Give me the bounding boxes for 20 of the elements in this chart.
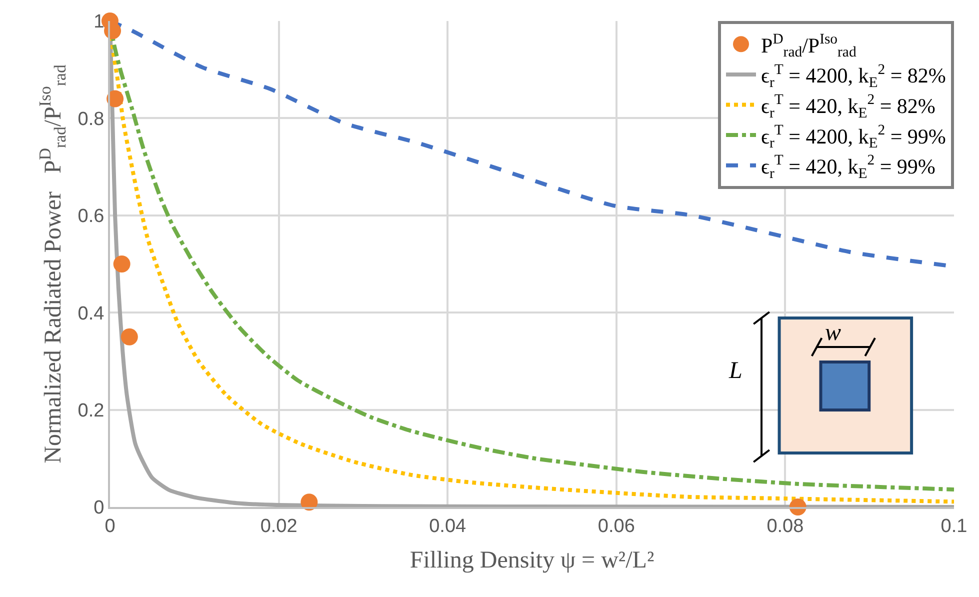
legend-label: ϵ$_{r}$$^{T}$ = 420, k$_{E}$$^{2}$ = 99% [761,152,936,182]
legend-label: ϵ$_{r}$$^{T}$ = 4200, k$_{E}$$^{2}$ = 82% [761,62,946,92]
annotation: w [825,320,842,346]
x-tick-label: 0.06 [598,516,635,537]
point [113,256,130,272]
x-axis-title: Filling Density ψ = w²/L² [410,548,654,574]
y-tick-label: 0 [94,498,104,519]
y-tick-label: 1 [94,12,104,33]
x-tick-label: 0.1 [940,516,968,537]
y-tick-label: 0.8 [78,108,104,130]
point [120,328,138,346]
legend-label: ϵ$_{r}$$^{T}$ = 4200, k$_{E}$$^{2}$ = 99% [761,122,946,152]
y-tick-label: 0.2 [78,400,104,422]
legend-label: ϵ$_{r}$$^{T}$ = 420, k$_{E}$$^{2}$ = 82% [761,92,936,122]
annotation: L [728,358,742,384]
x-tick-label: 0.08 [766,516,804,537]
x-tick-label: 0.02 [260,516,298,537]
y-tick-label: 0.6 [78,206,104,228]
y-tick-label: 0.4 [78,303,105,324]
x-tick-label: 0.04 [429,516,467,537]
